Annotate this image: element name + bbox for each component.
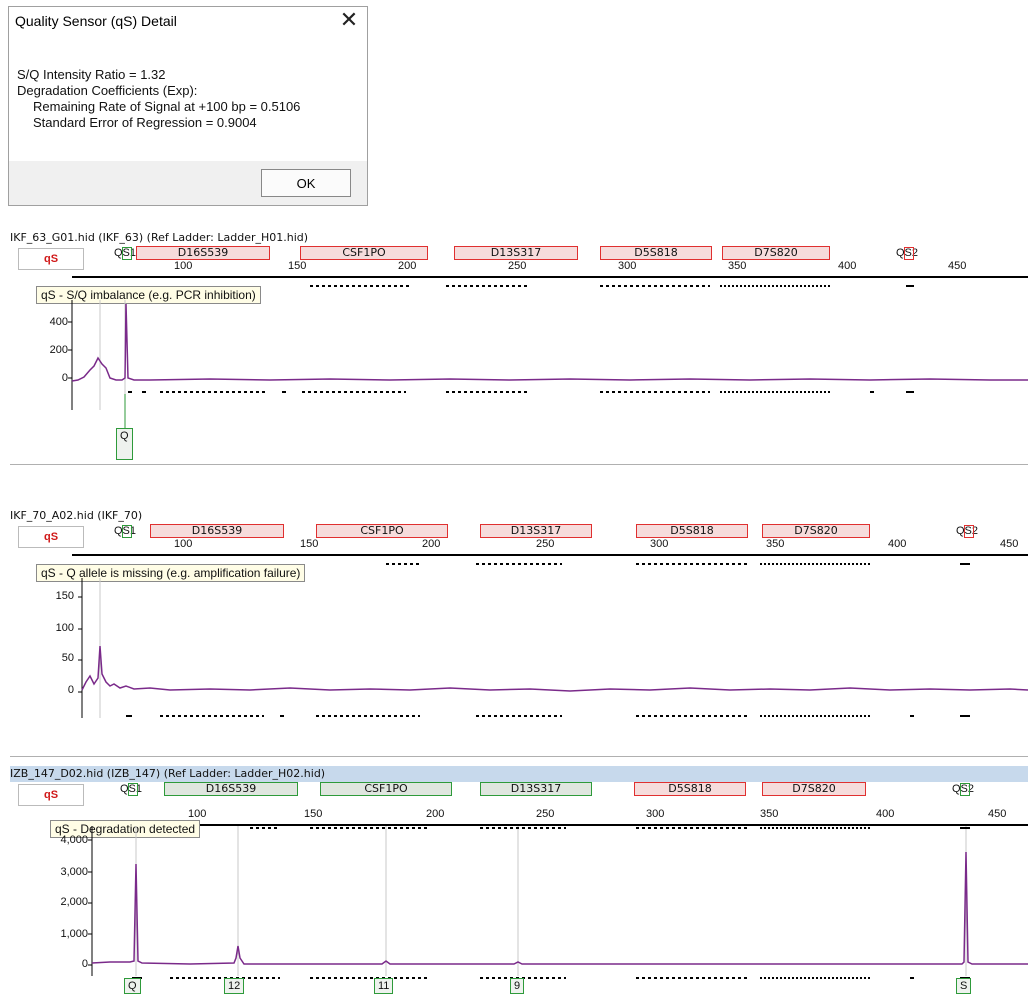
trace-plot[interactable] [10,230,1028,464]
tick-300: 300 [646,808,665,820]
electropherogram-panel-1[interactable]: IKF_63_G01.hid (IKF_63) (Ref Ladder: Lad… [10,230,1028,464]
marker-d16s539[interactable]: D16S539 [164,782,298,796]
allele-label-11[interactable]: 11 [374,978,394,994]
tick-350: 350 [728,260,747,272]
tick-200: 200 [422,538,441,550]
tick-300: 300 [650,538,669,550]
marker-d5s818[interactable]: D5S818 [600,246,712,260]
y-label-0: 0 [81,958,88,970]
dialog-footer: OK [9,161,367,205]
allele-label-q[interactable]: Q [116,428,133,460]
qs1-label: QS1 [114,247,137,259]
y-label-0: 0 [61,372,68,384]
tick-250: 250 [536,808,555,820]
marker-d5s818[interactable]: D5S818 [634,782,746,796]
trace-plot[interactable] [10,508,1028,748]
y-label-50: 50 [61,652,74,664]
qs2-marker[interactable] [964,525,974,538]
ratio-text: S/Q Intensity Ratio = 1.32 [17,67,166,82]
tick-200: 200 [398,260,417,272]
dialog-body: S/Q Intensity Ratio = 1.32 Degradation C… [17,67,300,131]
tick-100: 100 [188,808,207,820]
tick-400: 400 [838,260,857,272]
y-label-3000: 3,000 [60,866,88,878]
tick-350: 350 [766,538,785,550]
marker-csf1po[interactable]: CSF1PO [316,524,448,538]
y-label-200: 200 [49,344,68,356]
qs1-label: QS1 [120,783,143,795]
std-error-text: Standard Error of Regression = 0.9004 [33,115,257,130]
electropherogram-panel-3[interactable]: IZB_147_D02.hid (IZB_147) (Ref Ladder: L… [10,766,1028,994]
qs2-label: QS2 [952,783,975,795]
marker-d7s820[interactable]: D7S820 [762,524,870,538]
tick-350: 350 [760,808,779,820]
y-label-400: 400 [49,316,68,328]
tick-400: 400 [876,808,895,820]
remaining-rate-text: Remaining Rate of Signal at +100 bp = 0.… [33,99,301,114]
coef-heading: Degradation Coefficients (Exp): [17,83,198,98]
panel-header-selected[interactable]: IZB_147_D02.hid (IZB_147) (Ref Ladder: L… [10,766,1028,782]
marker-csf1po[interactable]: CSF1PO [300,246,428,260]
qs2-label: QS2 [956,525,979,537]
qs2-marker[interactable] [904,247,914,260]
marker-d7s820[interactable]: D7S820 [762,782,866,796]
plot-top-border [72,824,1028,826]
panel-header: IKF_63_G01.hid (IKF_63) (Ref Ladder: Lad… [10,231,309,244]
qs2-marker[interactable] [960,783,970,796]
marker-csf1po[interactable]: CSF1PO [320,782,452,796]
tick-450: 450 [988,808,1007,820]
y-label-4000: 4,000 [60,834,88,846]
marker-d16s539[interactable]: D16S539 [150,524,284,538]
qs1-marker[interactable] [122,525,132,538]
allele-label-9[interactable]: 9 [510,978,525,994]
allele-label-q[interactable]: Q [124,978,141,994]
qs-tooltip: qS - Degradation detected [50,820,201,838]
y-label-0: 0 [67,684,74,696]
qs-button[interactable]: qS [18,784,84,806]
y-label-100: 100 [55,622,74,634]
plot-top-border [72,554,1028,556]
dialog-title: Quality Sensor (qS) Detail [15,13,177,29]
y-label-150: 150 [55,590,74,602]
marker-d13s317[interactable]: D13S317 [480,782,592,796]
qs-tooltip: qS - S/Q imbalance (e.g. PCR inhibition) [36,286,261,304]
panel-header: IKF_70_A02.hid (IKF_70) [10,509,143,522]
marker-d13s317[interactable]: D13S317 [480,524,592,538]
tick-100: 100 [174,260,193,272]
y-label-1000: 1,000 [60,928,88,940]
allele-label-s[interactable]: S [956,978,972,994]
ok-button[interactable]: OK [261,169,351,197]
marker-d7s820[interactable]: D7S820 [722,246,830,260]
marker-d16s539[interactable]: D16S539 [136,246,270,260]
panel-divider [10,756,1028,757]
electropherogram-panel-2[interactable]: IKF_70_A02.hid (IKF_70) qS QS1 D16S539 C… [10,508,1028,748]
tick-150: 150 [300,538,319,550]
tick-150: 150 [304,808,323,820]
marker-d13s317[interactable]: D13S317 [454,246,578,260]
qs2-label: QS2 [896,247,919,259]
allele-label-12[interactable]: 12 [224,978,245,994]
qs-button[interactable]: qS [18,526,84,548]
tick-100: 100 [174,538,193,550]
close-icon[interactable]: ✕ [339,7,359,32]
panel-divider [10,464,1028,465]
qs-tooltip: qS - Q allele is missing (e.g. amplifica… [36,564,306,582]
trace-plot[interactable] [10,766,1028,994]
qs1-marker[interactable] [122,247,132,260]
tick-300: 300 [618,260,637,272]
qs-detail-dialog: Quality Sensor (qS) Detail ✕ S/Q Intensi… [8,6,368,206]
tick-250: 250 [536,538,555,550]
marker-d5s818[interactable]: D5S818 [636,524,748,538]
plot-top-border [72,276,1028,278]
tick-450: 450 [948,260,967,272]
y-label-2000: 2,000 [60,896,88,908]
qs1-label: QS1 [114,525,137,537]
qs-button[interactable]: qS [18,248,84,270]
qs1-marker[interactable] [128,783,138,796]
tick-150: 150 [288,260,307,272]
tick-200: 200 [426,808,445,820]
tick-450: 450 [1000,538,1019,550]
tick-250: 250 [508,260,527,272]
tick-400: 400 [888,538,907,550]
